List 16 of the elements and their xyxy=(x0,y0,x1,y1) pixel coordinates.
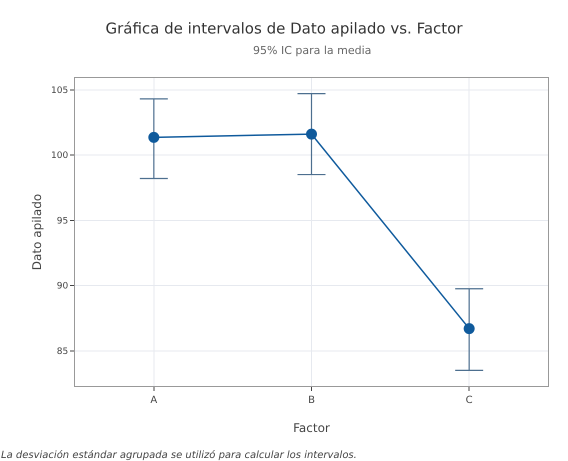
y-tick-label: 95 xyxy=(56,216,68,226)
point xyxy=(148,132,160,143)
point xyxy=(306,128,317,140)
y-tick-label: 90 xyxy=(56,282,68,292)
chart-subtitle: 95% IC para la media xyxy=(253,44,372,57)
y-tick-label: 85 xyxy=(56,346,68,357)
x-axis-title: Factor xyxy=(293,421,330,435)
y-axis-title: Dato apilado xyxy=(30,194,44,270)
point xyxy=(464,323,475,334)
x-tick-label: C xyxy=(466,395,473,406)
text: La desviación estándar agrupada se utilizó para calcular los intervalos. xyxy=(1,450,357,461)
y-tick-label: 100 xyxy=(51,151,68,162)
x-tick-label: A xyxy=(150,395,158,406)
x-tick-label: B xyxy=(308,395,316,406)
y-tick-label: 105 xyxy=(51,86,68,96)
chart-title: Gráfica de intervalos de Dato apilado vs. Factor xyxy=(105,20,464,38)
